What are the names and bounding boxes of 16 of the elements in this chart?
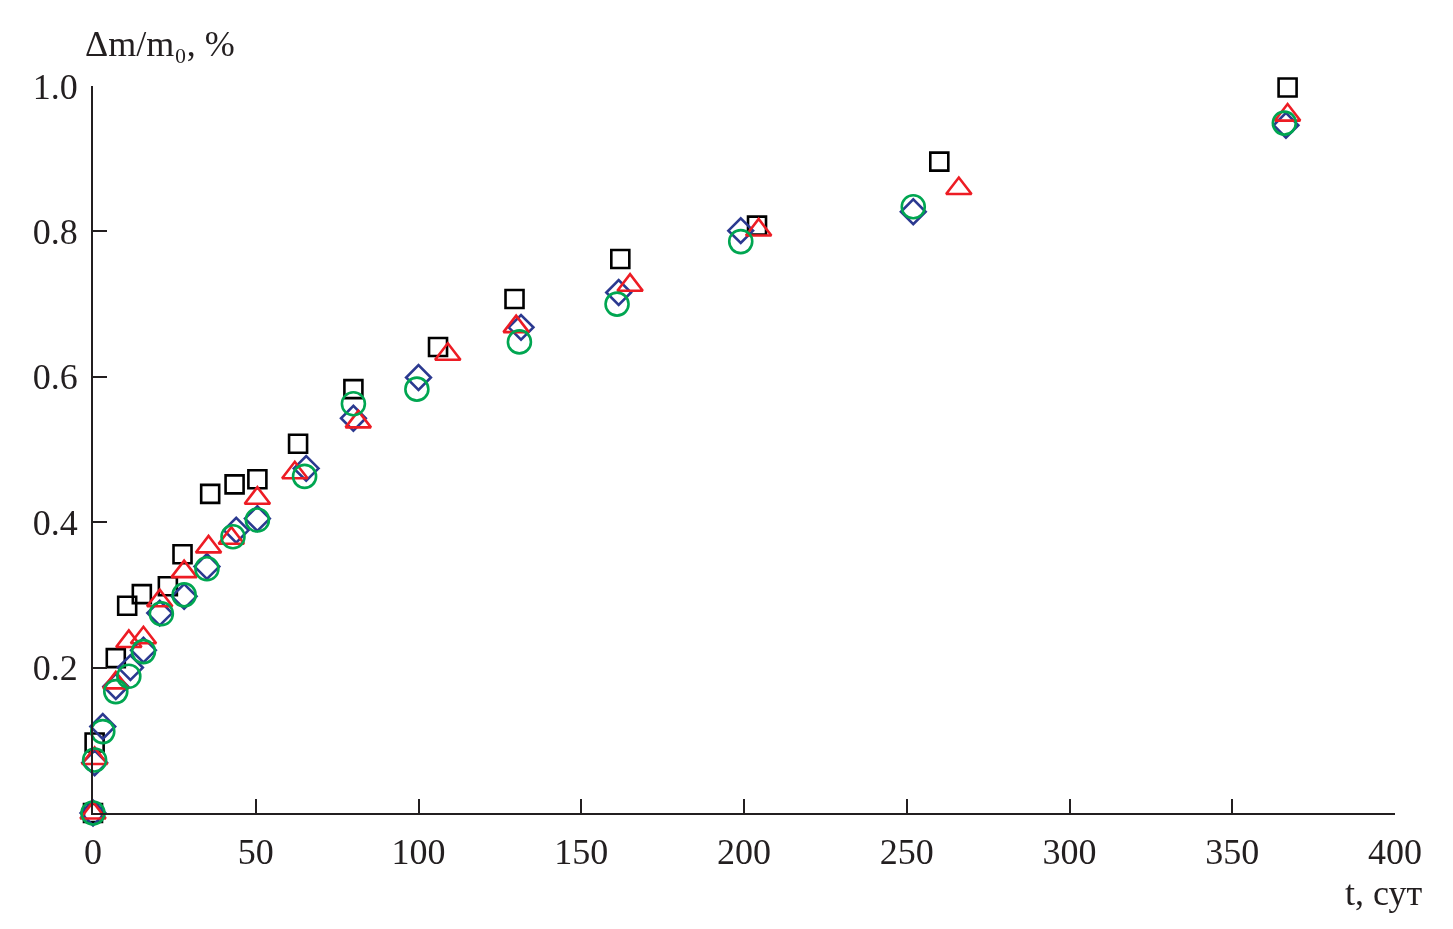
y-axis-title: Δm/m₀, %	[85, 24, 235, 64]
x-tick-label: 300	[1042, 832, 1097, 873]
y-tick-label: 1.0	[32, 66, 78, 107]
x-axis-title: t, сут	[1345, 873, 1423, 913]
x-tick-label: 50	[237, 832, 274, 873]
x-tick-label: 250	[879, 832, 934, 873]
x-tick-label: 100	[391, 832, 446, 873]
x-tick-label: 350	[1205, 832, 1260, 873]
y-tick-label: 0.2	[32, 648, 78, 689]
x-tick-label: 150	[554, 832, 609, 873]
x-tick-label: 400	[1368, 832, 1422, 873]
x-tick-label: 0	[84, 832, 102, 873]
y-tick-label: 0.6	[32, 357, 78, 398]
y-tick-label: 0.8	[32, 212, 78, 252]
y-tick-label: 0.4	[32, 502, 78, 543]
x-tick-label: 200	[717, 832, 771, 873]
